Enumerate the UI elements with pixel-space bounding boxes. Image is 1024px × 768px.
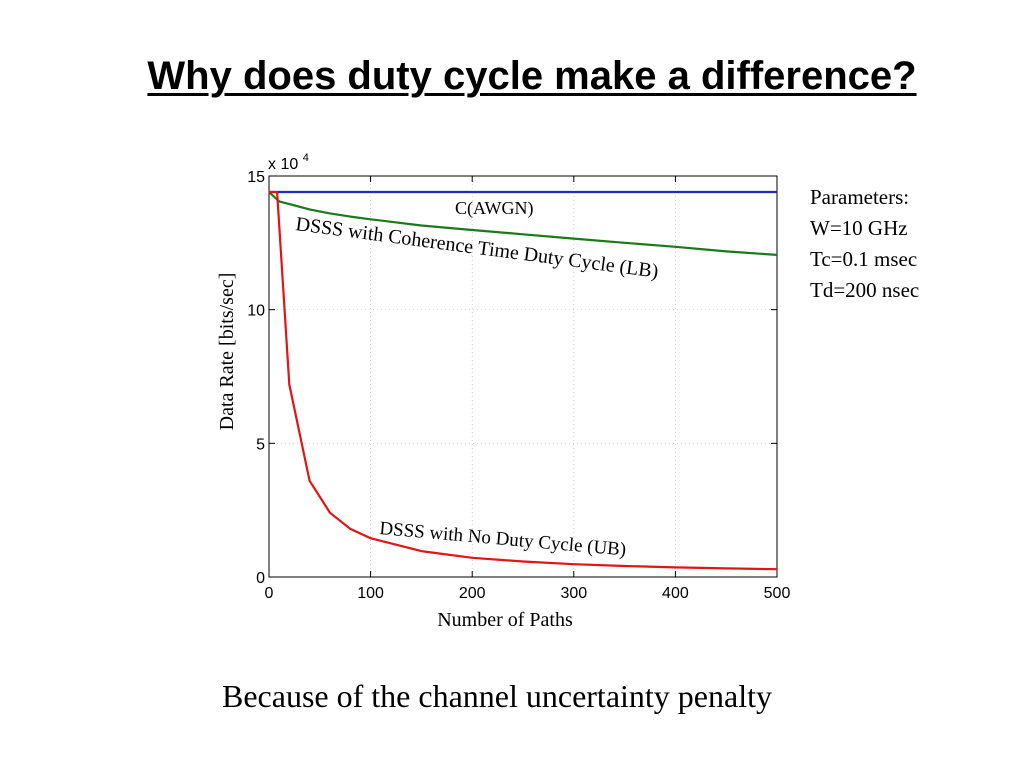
chart-grid <box>269 176 777 577</box>
x-tick-label: 400 <box>662 585 689 602</box>
y-axis-label: Data Rate [bits/sec] <box>216 273 238 431</box>
series-label-awgn: C(AWGN) <box>455 198 534 219</box>
series-label-ub: DSSS with No Duty Cycle (UB) <box>379 518 627 560</box>
parameter-bandwidth: W=10 GHz <box>810 216 908 240</box>
y-tick-label: 15 <box>247 169 265 186</box>
axis-ticks: 0 100 200 300 400 500 0 5 10 15 <box>247 169 790 602</box>
parameters-box: Parameters: W=10 GHz Tc=0.1 msec Td=200 … <box>810 182 919 306</box>
x-tick-label: 0 <box>265 585 274 602</box>
x-tick-label: 500 <box>764 585 791 602</box>
plot-frame <box>268 175 778 578</box>
slide-caption: Because of the channel uncertainty penal… <box>222 678 772 714</box>
x-tick-label: 300 <box>560 585 587 602</box>
x-tick-label: 200 <box>459 585 486 602</box>
x-tick-label: 100 <box>357 585 384 602</box>
y-tick-label: 10 <box>247 303 265 320</box>
series-line-1 <box>268 191 778 256</box>
y-tick-label: 0 <box>256 570 265 587</box>
series-label-lb: DSSS with Coherence Time Duty Cycle (LB) <box>294 213 659 283</box>
parameter-delay-spread: Td=200 nsec <box>810 278 920 302</box>
parameters-heading: Parameters: <box>810 185 910 209</box>
x-axis-label: Number of Paths <box>437 609 573 631</box>
parameter-coherence-time: Tc=0.1 msec <box>810 247 918 271</box>
y-tick-label: 5 <box>256 436 265 453</box>
y-axis-multiplier: x 10 4 <box>268 152 309 173</box>
series-line-2 <box>269 190 778 571</box>
slide-title: Why does duty cycle make a difference? <box>147 54 917 98</box>
y-axis-multiplier-base: x 10 <box>268 156 298 173</box>
chart-series <box>268 190 778 571</box>
y-axis-multiplier-exponent: 4 <box>303 152 309 164</box>
